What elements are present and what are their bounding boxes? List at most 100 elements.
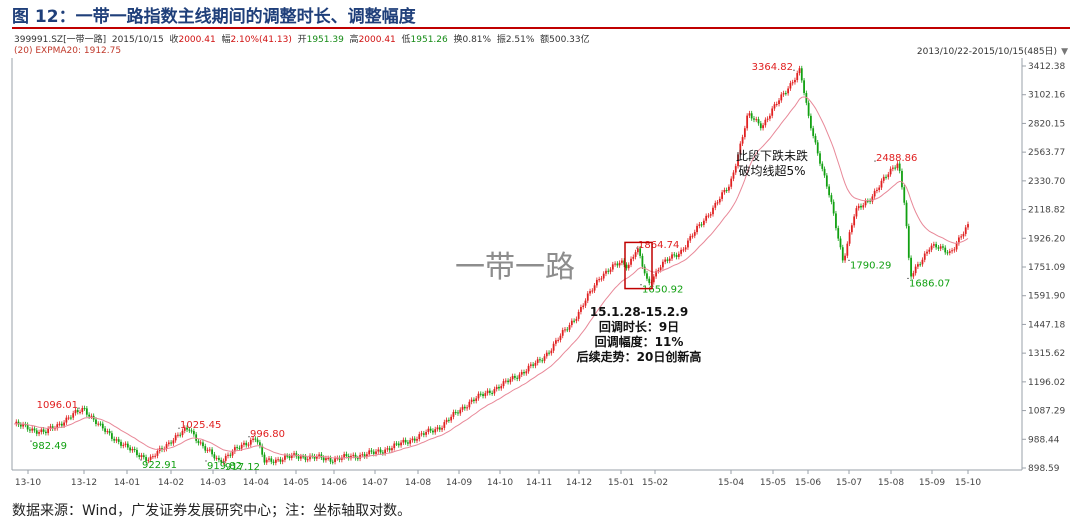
expma-indicator: (20) EXPMA20: 1912.75	[14, 46, 122, 56]
candle-body	[167, 442, 170, 445]
candle-body	[928, 249, 931, 252]
candle-body	[356, 458, 359, 460]
candle-body	[646, 273, 648, 279]
candle-body	[58, 423, 61, 425]
candle-body	[122, 444, 125, 446]
x-tick-label: 14-08	[405, 478, 431, 488]
candle-body	[425, 432, 428, 435]
candle-body	[559, 335, 562, 340]
candle-body	[967, 224, 969, 228]
candle-body	[263, 454, 266, 463]
date-range[interactable]: 2013/10/22-2015/10/15(485日) ▼	[917, 44, 1068, 57]
candle-body	[466, 407, 468, 409]
candle-body	[743, 128, 746, 138]
y-tick-label: 898.59	[1028, 464, 1060, 474]
candle-body	[498, 386, 500, 389]
candle-body	[315, 456, 318, 459]
candle-body	[391, 448, 393, 451]
candle-body	[794, 80, 796, 83]
candle-body	[618, 262, 621, 266]
candle-body	[400, 442, 402, 446]
candle-body	[329, 458, 332, 462]
candle-body	[197, 440, 200, 444]
candle-body	[589, 291, 591, 294]
candle-body	[375, 451, 377, 454]
candle-body	[381, 452, 384, 454]
candle-body	[871, 196, 874, 202]
candle-body	[457, 412, 459, 414]
candle-body	[759, 123, 762, 129]
candle-body	[363, 454, 366, 457]
candle-body	[816, 142, 819, 154]
candle-body	[807, 102, 810, 116]
candle-body	[149, 456, 152, 460]
candle-body	[245, 442, 248, 446]
candle-body	[857, 205, 860, 209]
candle-body	[659, 267, 662, 271]
candle-body	[195, 434, 198, 441]
candle-body	[186, 427, 188, 430]
candle-body	[598, 279, 601, 281]
candle-body	[621, 260, 623, 263]
candle-body	[932, 244, 935, 246]
candle-body	[117, 439, 120, 442]
candle-body	[684, 247, 687, 250]
x-tick-label: 15-10	[955, 478, 981, 488]
candle-body	[675, 255, 678, 257]
candle-body	[634, 252, 637, 257]
candle-body	[254, 438, 257, 440]
low-value: 1951.26	[410, 35, 448, 45]
value-label: 1790.29	[850, 260, 891, 271]
candle-body	[580, 306, 582, 312]
candle-body	[111, 433, 113, 439]
candle-body	[406, 442, 409, 444]
candle-body	[602, 273, 605, 279]
candle-body	[51, 426, 54, 429]
candle-body	[192, 431, 195, 435]
candle-body	[885, 176, 887, 178]
x-tick-label: 13-10	[15, 478, 41, 488]
candle-body	[147, 459, 150, 461]
candle-body	[199, 442, 202, 444]
candle-body	[70, 417, 72, 419]
chevron-down-icon[interactable]: ▼	[1061, 47, 1068, 57]
candle-body	[728, 186, 730, 191]
candle-body	[750, 113, 753, 119]
candle-body	[832, 201, 835, 214]
candle-body	[552, 343, 555, 351]
candle-body	[525, 371, 528, 374]
candle-body	[434, 429, 437, 433]
candle-body	[473, 399, 475, 402]
candle-body	[591, 290, 594, 292]
candle-body	[65, 417, 68, 423]
candle-body	[730, 178, 733, 187]
candle-body	[29, 429, 31, 431]
candle-body	[252, 438, 254, 440]
y-tick-label: 1315.62	[1028, 349, 1065, 359]
candle-body	[445, 419, 448, 423]
candle-body	[372, 451, 375, 454]
candle-body	[227, 454, 229, 456]
candle-body	[746, 115, 749, 129]
candle-body	[696, 225, 698, 233]
candle-body	[518, 374, 521, 379]
candle-body	[215, 457, 218, 459]
candle-body	[914, 266, 917, 274]
candle-body	[297, 456, 300, 459]
candle-body	[72, 413, 75, 418]
candle-body	[778, 100, 780, 105]
candle-body	[15, 421, 18, 424]
x-tick-label: 15-02	[642, 478, 668, 488]
y-tick-label: 2330.70	[1028, 177, 1065, 187]
candle-body	[124, 443, 127, 445]
candle-body	[739, 143, 742, 155]
candle-body	[855, 208, 858, 217]
candle-body	[860, 205, 862, 208]
candle-body	[625, 264, 628, 269]
candle-body	[120, 441, 122, 446]
candle-body	[286, 455, 289, 457]
x-tick-label: 15-09	[919, 478, 945, 488]
candle-body	[830, 195, 833, 202]
candle-body	[459, 409, 462, 414]
candle-body	[395, 443, 398, 445]
